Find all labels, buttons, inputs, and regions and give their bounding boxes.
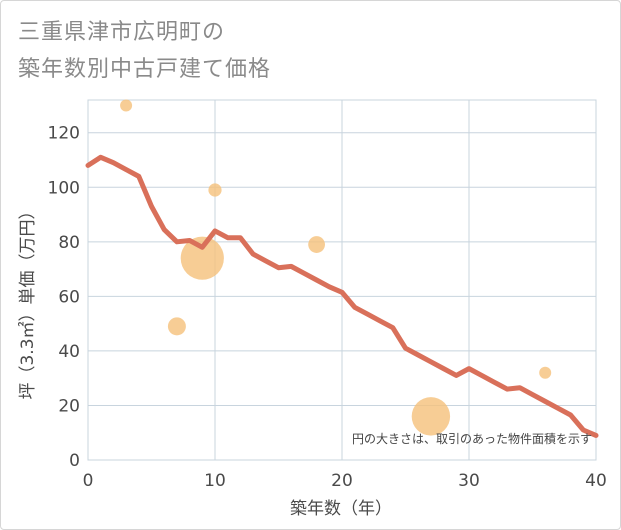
bubble-point — [180, 236, 224, 280]
y-tick-label: 0 — [69, 451, 80, 471]
bubble-point — [208, 183, 222, 197]
title-line-1: 三重県津市広明町の — [18, 20, 226, 45]
y-tick-label: 60 — [58, 287, 80, 307]
chart-title: 三重県津市広明町の 築年数別中古戸建て価格 — [18, 14, 271, 88]
bubble-point — [539, 366, 552, 379]
x-axis-label: 築年数（年） — [290, 499, 392, 519]
y-axis-label: 坪（3.3㎡）単価（万円） — [18, 202, 38, 399]
title-line-2: 築年数別中古戸建て価格 — [18, 57, 272, 82]
tick-labels: 0 10 20 30 40 0 20 40 60 80 100 120 — [48, 124, 607, 491]
x-tick-label: 30 — [458, 471, 480, 491]
bubble-point — [411, 397, 451, 436]
bubble-point — [308, 236, 325, 253]
bubble-point — [167, 317, 186, 336]
x-tick-label: 0 — [83, 471, 94, 491]
bubble-point — [120, 99, 133, 112]
bubble-series — [120, 99, 552, 436]
bubble-size-note: 円の大きさは、取引のあった物件面積を示す — [352, 431, 592, 446]
y-tick-label: 80 — [58, 233, 80, 253]
y-tick-label: 100 — [48, 178, 80, 198]
x-tick-label: 40 — [585, 471, 607, 491]
y-tick-label: 40 — [58, 342, 80, 362]
y-tick-label: 120 — [48, 124, 80, 144]
x-tick-label: 20 — [331, 471, 353, 491]
line-series — [85, 154, 599, 438]
grid — [87, 99, 597, 461]
y-tick-label: 20 — [58, 396, 80, 416]
average-price-line — [85, 154, 599, 438]
x-tick-label: 10 — [204, 471, 226, 491]
